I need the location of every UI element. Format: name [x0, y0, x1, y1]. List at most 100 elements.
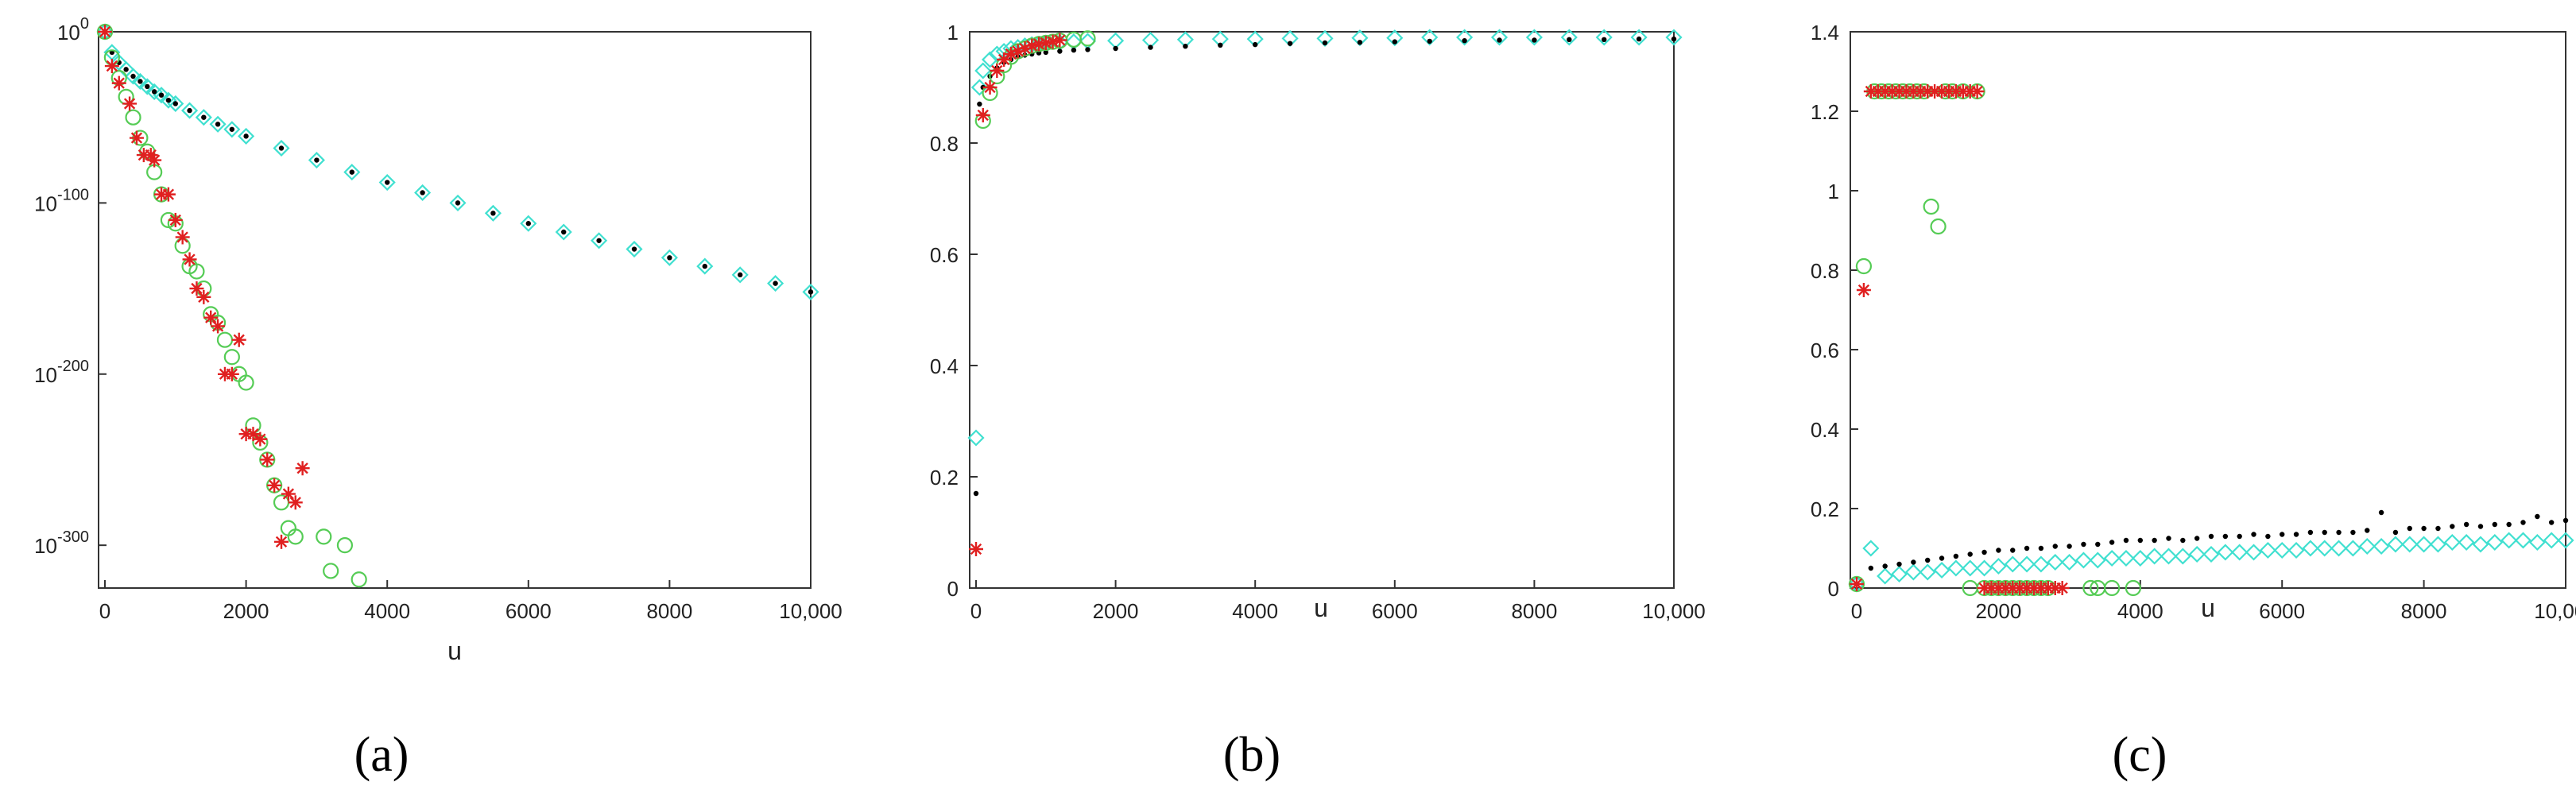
- y-tick-label: 0.6: [930, 243, 959, 267]
- green-circles-point: [1855, 257, 1873, 275]
- green-circles-point: [316, 528, 332, 545]
- x-tick-label: 6000: [1372, 599, 1418, 623]
- cyan-diamonds-point: [378, 173, 396, 192]
- cyan-diamonds-point: [2344, 540, 2361, 557]
- cyan-diamonds-point: [2174, 548, 2191, 565]
- cyan-diamonds-point: [1630, 29, 1648, 46]
- black-dots-point: [1981, 549, 1987, 555]
- black-dots-point: [490, 211, 496, 216]
- black-dots-point: [2208, 533, 2214, 540]
- green-circles-point: [223, 349, 240, 366]
- cyan-diamonds-point: [1933, 561, 1950, 579]
- black-dots-point: [138, 79, 143, 84]
- cyan-diamonds-point: [2543, 532, 2560, 549]
- red-asterisks-point: [224, 366, 239, 381]
- green-circles-point: [336, 537, 354, 554]
- cyan-diamonds-point: [1490, 29, 1509, 46]
- cyan-diamonds-point: [1595, 29, 1613, 46]
- red-asterisks-point: [1850, 577, 1864, 591]
- black-dots-point: [2520, 520, 2526, 525]
- x-tick-label: 8000: [646, 599, 692, 623]
- cyan-diamonds-point: [131, 72, 149, 91]
- cyan-diamonds-point: [343, 164, 361, 181]
- green-circles-point: [273, 494, 290, 511]
- cyan-diamonds-point: [1877, 567, 1894, 585]
- black-dots-point: [151, 89, 157, 95]
- cyan-diamonds-point: [308, 151, 325, 169]
- red-asterisks-point: [1970, 84, 1985, 99]
- cyan-diamonds-point: [273, 139, 290, 157]
- black-dots-point: [1218, 42, 1223, 48]
- y-tick-label: 0: [1828, 577, 1839, 601]
- black-dots-point: [1392, 39, 1398, 44]
- black-dots-point: [1602, 37, 1607, 42]
- black-dots-point: [130, 73, 136, 79]
- panel-label-b: (b): [1223, 728, 1280, 782]
- y-tick-label: 0: [947, 577, 959, 601]
- green-circles-point: [2125, 579, 2141, 597]
- cyan-diamonds-point: [974, 62, 992, 79]
- green-circles-point: [216, 331, 234, 348]
- cyan-diamonds-point: [2330, 540, 2348, 557]
- cyan-diamonds-point: [2217, 544, 2234, 561]
- cyan-diamonds-point: [1560, 29, 1578, 46]
- black-dots-point: [1636, 36, 1642, 42]
- red-asterisks-point: [969, 542, 983, 556]
- black-dots-point: [2052, 544, 2058, 549]
- cyan-diamonds-point: [2429, 536, 2446, 553]
- black-dots-point: [596, 238, 602, 243]
- black-dots-point: [420, 190, 425, 195]
- black-dots-point: [2463, 521, 2469, 528]
- green-circles-point: [287, 528, 304, 545]
- cyan-diamonds-point: [2089, 551, 2106, 569]
- x-ticks-a: 0 2000 4000 6000 8000 10,000: [99, 580, 843, 623]
- black-dots-point: [1183, 44, 1188, 49]
- cyan-diamonds-point: [138, 78, 156, 95]
- red-asterisks-point: [111, 75, 126, 91]
- black-dots-point: [2392, 529, 2399, 536]
- red-asterisks-point: [281, 486, 296, 501]
- x-tick-label: 0: [99, 599, 110, 623]
- red-asterisks-point: [203, 310, 219, 325]
- red-asterisks-point: [295, 461, 310, 476]
- x-tick-label: 6000: [506, 599, 552, 623]
- cyan-diamonds-point: [967, 429, 985, 447]
- black-dots-point: [187, 107, 192, 114]
- black-dots-point: [2265, 533, 2271, 540]
- black-dots-point: [1057, 48, 1063, 54]
- cyan-diamonds-point: [2132, 549, 2149, 567]
- cyan-diamonds-point: [2472, 536, 2489, 553]
- black-dots-point: [2010, 548, 2016, 553]
- red-asterisks-point: [274, 534, 289, 549]
- cyan-diamonds-point: [767, 275, 784, 292]
- cyan-diamonds-point: [1919, 563, 1936, 581]
- black-dots-point: [2067, 544, 2072, 549]
- y-tick-label: 1: [1828, 180, 1839, 203]
- black-dots-point: [229, 126, 235, 132]
- black-dots-point: [2166, 536, 2171, 541]
- black-dots-point: [2237, 533, 2242, 540]
- cyan-diamonds-point: [2074, 551, 2092, 569]
- black-dots-point: [977, 101, 982, 107]
- cyan-diamonds-point: [1947, 559, 1965, 577]
- cyan-diamonds-point: [2528, 533, 2546, 551]
- green-circles-point: [1923, 198, 1939, 215]
- red-asterisks-point: [168, 212, 183, 227]
- cyan-diamonds-point: [2458, 533, 2475, 551]
- green-circles-point: [2082, 579, 2099, 597]
- y-ticks-b: 0 0.2 0.4 0.6 0.8 1: [930, 21, 978, 601]
- cyan-diamonds-point: [2415, 536, 2433, 553]
- black-dots-point: [172, 101, 178, 106]
- red-asterisks-point: [982, 80, 997, 95]
- black-dots-point: [1996, 548, 2001, 553]
- y-tick-label: 0.2: [930, 466, 959, 489]
- cyan-diamonds-point: [1456, 29, 1474, 46]
- x-tick-label: 8000: [2401, 599, 2447, 623]
- cyan-diamonds-point: [1316, 29, 1334, 47]
- x-tick-label: 8000: [1511, 599, 1557, 623]
- cyan-diamonds-point: [2401, 536, 2419, 553]
- black-dots-point: [385, 180, 390, 185]
- cyan-diamonds-point: [2500, 532, 2518, 549]
- black-dots-point: [2562, 517, 2569, 524]
- black-dots-point: [2548, 520, 2555, 525]
